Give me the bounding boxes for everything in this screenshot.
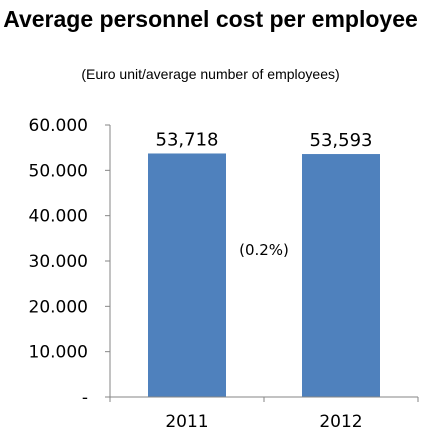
y-tick-label: 20.000 <box>29 297 88 317</box>
bars: 53,718 53,593 <box>148 129 380 397</box>
chart-subtitle: (Euro unit/average number of employees) <box>81 66 340 82</box>
chart-title: Average personnel cost per employee <box>3 6 418 32</box>
data-label-2011: 53,718 <box>156 129 219 150</box>
y-axis: - 10.000 20.000 30.000 40.000 50.000 60.000 <box>29 116 111 408</box>
x-tick-label-2012: 2012 <box>319 412 362 432</box>
y-tick-label: 10.000 <box>29 343 88 363</box>
y-tick-label: 50.000 <box>29 161 88 181</box>
bar-2012 <box>302 154 380 397</box>
bar-2011 <box>148 153 226 397</box>
data-label-2012: 53,593 <box>310 130 373 151</box>
y-tick-label: 60.000 <box>29 116 88 136</box>
x-axis: 2011 2012 <box>109 396 419 432</box>
change-annotation: (0.2%) <box>239 241 289 259</box>
y-tick-label: 30.000 <box>29 252 88 272</box>
x-tick-label-2011: 2011 <box>165 412 208 432</box>
y-tick-label: - <box>82 388 88 408</box>
y-tick-label: 40.000 <box>29 207 88 227</box>
